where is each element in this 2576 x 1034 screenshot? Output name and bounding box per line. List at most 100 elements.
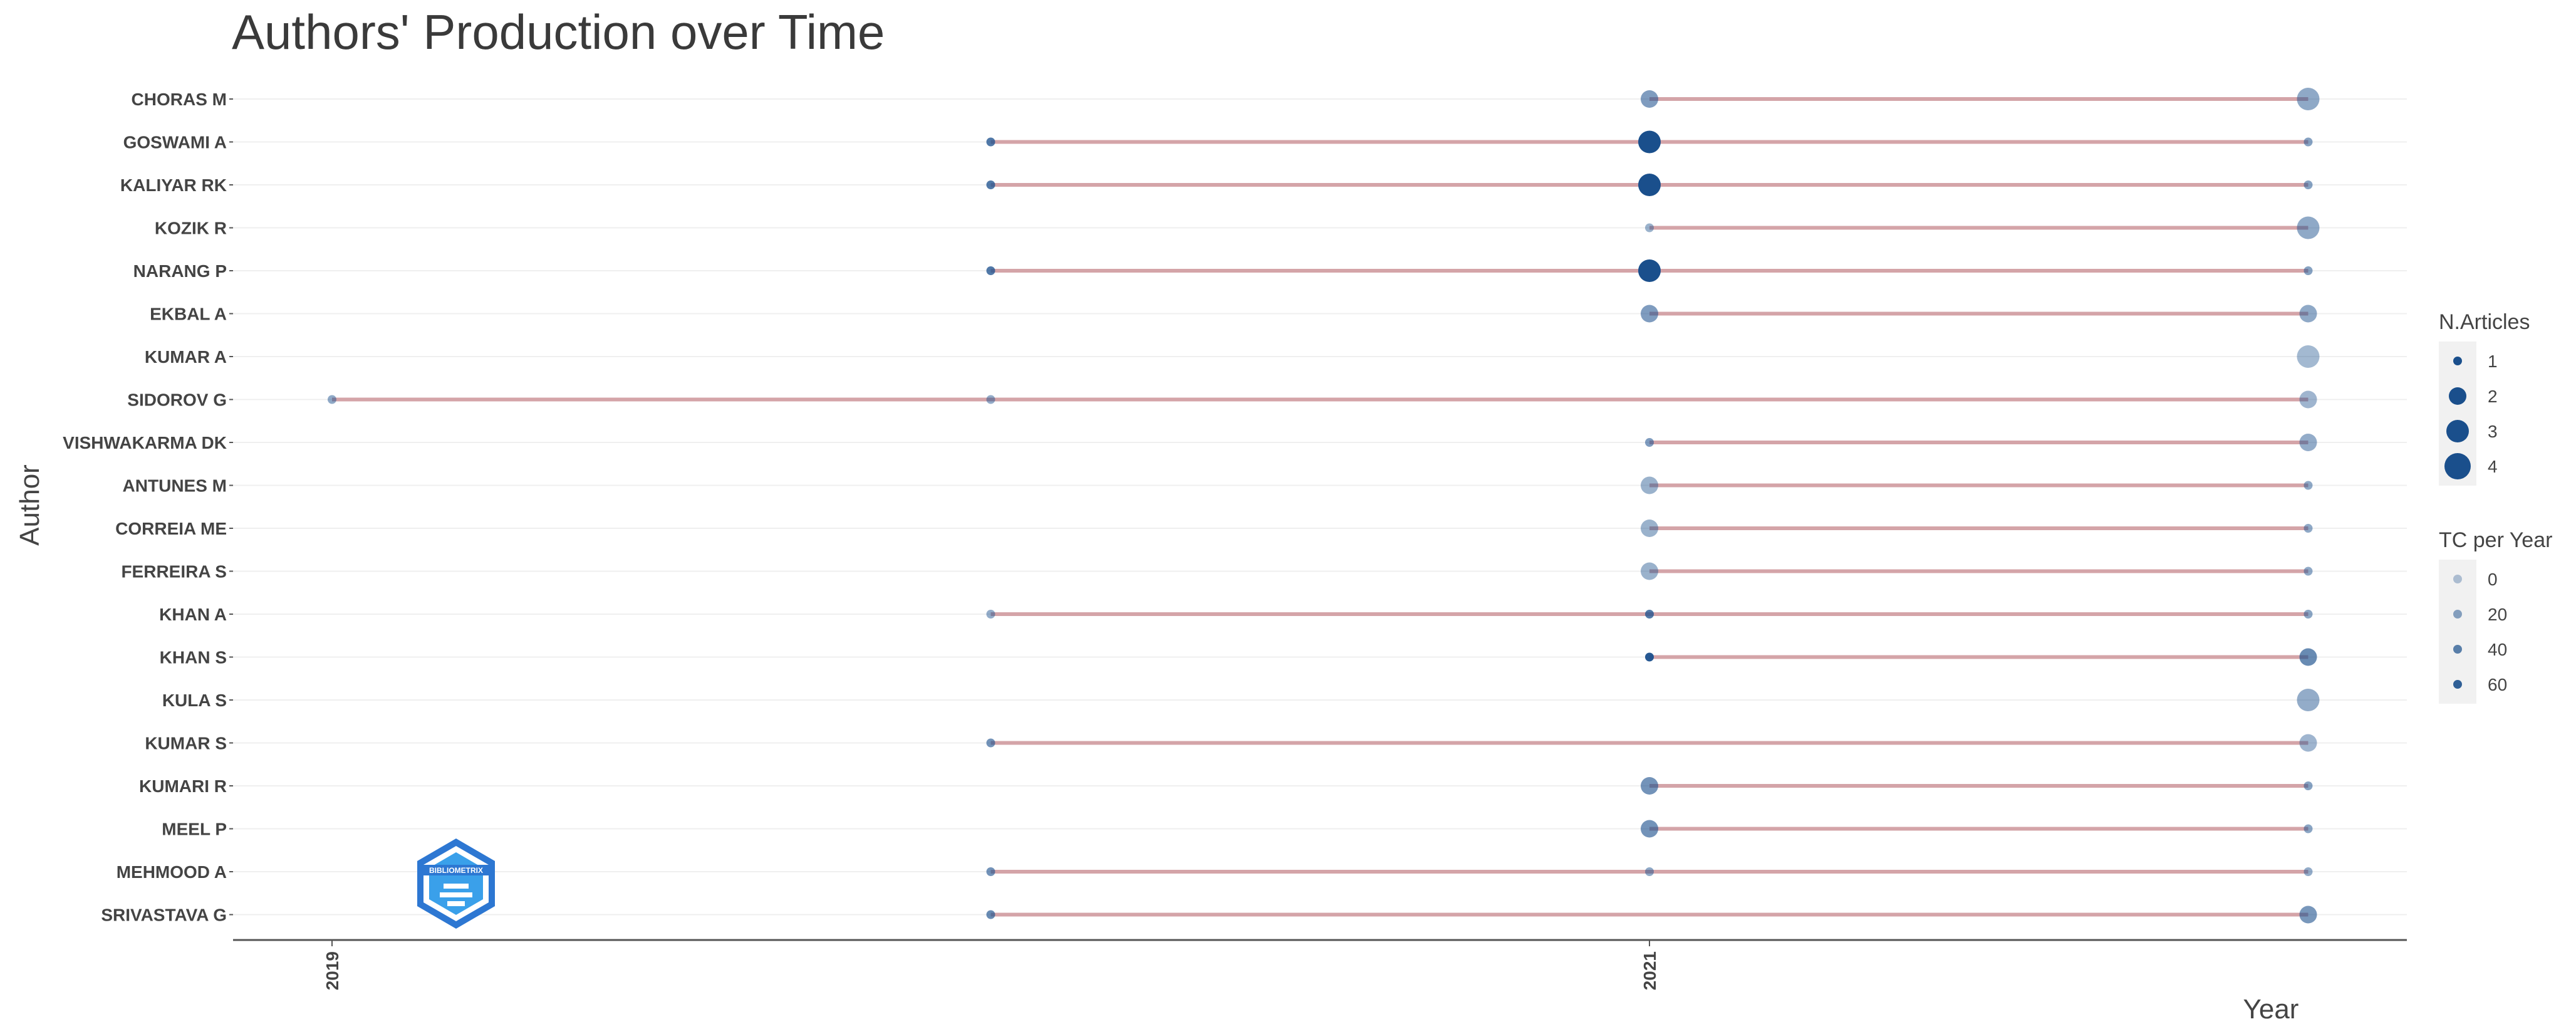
- y-tick-label-15: KUMAR S: [145, 734, 227, 753]
- gridlines: [233, 98, 2407, 916]
- data-point-18: [2299, 390, 2317, 409]
- data-point-19: [1645, 438, 1654, 447]
- data-point-8: [1645, 223, 1654, 232]
- bibliometrix-logo: BIBLIOMETRIX: [417, 838, 495, 929]
- y-tick-label-17: MEEL P: [162, 820, 227, 839]
- data-point-9: [2297, 216, 2320, 239]
- data-point-17: [986, 395, 995, 404]
- chart-title: Authors' Production over Time: [232, 4, 885, 60]
- data-point-40: [1645, 867, 1654, 876]
- data-point-7: [2303, 180, 2313, 189]
- y-axis-title: Author: [14, 464, 45, 546]
- y-tick-label-11: FERREIRA S: [121, 562, 227, 582]
- data-point-3: [1638, 130, 1661, 154]
- x-axis-title: Year: [2243, 994, 2299, 1025]
- data-point-14: [2299, 305, 2317, 323]
- data-point-6: [1638, 174, 1661, 196]
- x-tick-label-1: 2021: [1640, 951, 1659, 990]
- data-point-39: [986, 867, 995, 876]
- y-tick-label-18: MEHMOOD A: [117, 862, 227, 882]
- legend-size-key-0: [2453, 357, 2462, 365]
- legend-color-label-3: 60: [2488, 675, 2507, 694]
- y-tick-label-16: KUMARI R: [139, 776, 227, 796]
- logo-banner: [420, 865, 492, 875]
- y-tick-label-8: VISHWAKARMA DK: [63, 433, 227, 452]
- data-point-12: [2303, 266, 2313, 275]
- data-point-43: [2299, 906, 2317, 924]
- data-point-26: [2303, 567, 2313, 576]
- legend-color-label-0: 0: [2488, 570, 2498, 589]
- data-points: [328, 88, 2320, 924]
- data-point-28: [1645, 610, 1654, 619]
- y-tick-label-7: SIDOROV G: [127, 390, 227, 410]
- legend-size-label-0: 1: [2488, 352, 2498, 371]
- data-point-5: [986, 180, 995, 189]
- data-point-0: [1641, 90, 1658, 108]
- y-tick-label-1: GOSWAMI A: [123, 133, 227, 152]
- y-tick-label-14: KULA S: [162, 691, 227, 710]
- legend: N.Articles 1 2 3 4 TC per Year 0 20 40 60: [2439, 310, 2552, 704]
- data-point-30: [1645, 652, 1654, 662]
- y-tick-label-10: CORREIA ME: [115, 519, 227, 538]
- legend-color-key-3: [2453, 680, 2462, 689]
- data-point-20: [2299, 434, 2317, 451]
- y-tick-label-13: KHAN S: [160, 648, 227, 667]
- y-tick-label-4: NARANG P: [133, 261, 227, 281]
- data-point-2: [986, 137, 995, 147]
- data-point-1: [2297, 88, 2320, 110]
- data-point-42: [986, 910, 995, 919]
- data-point-41: [2303, 867, 2313, 876]
- timeline-segments: [332, 97, 2309, 917]
- data-point-25: [1641, 562, 1658, 580]
- x-axis: 2019 2021: [233, 939, 2407, 990]
- data-point-33: [986, 738, 995, 748]
- data-point-27: [986, 610, 995, 619]
- legend-color-key-2: [2453, 645, 2462, 654]
- legend-size-key-1: [2449, 387, 2466, 405]
- legend-size-label-3: 4: [2488, 457, 2498, 476]
- y-tick-label-5: EKBAL A: [150, 305, 227, 324]
- logo-text: BIBLIOMETRIX: [429, 866, 483, 875]
- data-point-35: [1641, 777, 1658, 795]
- logo-shape-2: [440, 892, 472, 897]
- data-point-11: [1638, 259, 1661, 282]
- logo-shape-3: [447, 901, 465, 906]
- data-point-38: [2303, 824, 2313, 833]
- data-point-24: [2303, 524, 2313, 533]
- legend-size-title: N.Articles: [2439, 310, 2530, 334]
- y-tick-label-0: CHORAS M: [132, 90, 227, 109]
- legend-color-key-1: [2453, 610, 2462, 619]
- y-tick-label-9: ANTUNES M: [123, 476, 227, 496]
- y-tick-label-2: KALIYAR RK: [120, 175, 227, 195]
- data-point-31: [2299, 648, 2317, 666]
- legend-color-label-2: 40: [2488, 640, 2507, 659]
- legend-size-label-2: 3: [2488, 422, 2498, 441]
- y-axis: CHORAS M GOSWAMI A KALIYAR RK KOZIK R NARANG…: [63, 90, 233, 925]
- y-tick-label-6: KUMAR A: [145, 347, 227, 367]
- data-point-29: [2303, 610, 2313, 619]
- data-point-36: [2303, 781, 2313, 790]
- legend-color-label-1: 20: [2488, 605, 2507, 624]
- legend-size-key-2: [2446, 420, 2469, 442]
- legend-color-title: TC per Year: [2439, 528, 2552, 552]
- data-point-4: [2303, 137, 2313, 147]
- legend-color-panel: [2439, 560, 2476, 704]
- data-point-34: [2299, 734, 2317, 752]
- data-point-21: [1641, 476, 1658, 494]
- legend-color-key-0: [2453, 575, 2462, 583]
- data-point-16: [328, 395, 336, 404]
- legend-size-label-1: 2: [2488, 387, 2498, 406]
- data-point-23: [1641, 520, 1658, 537]
- data-point-32: [2297, 689, 2320, 711]
- data-point-10: [986, 266, 995, 275]
- data-point-37: [1641, 820, 1658, 838]
- data-point-13: [1641, 305, 1658, 323]
- x-tick-label-0: 2019: [323, 951, 342, 990]
- data-point-22: [2303, 481, 2313, 490]
- y-tick-label-19: SRIVASTAVA G: [101, 906, 227, 925]
- logo-shape-1: [444, 884, 469, 889]
- data-point-15: [2297, 345, 2320, 368]
- y-tick-label-3: KOZIK R: [155, 219, 227, 238]
- y-tick-label-12: KHAN A: [159, 605, 227, 624]
